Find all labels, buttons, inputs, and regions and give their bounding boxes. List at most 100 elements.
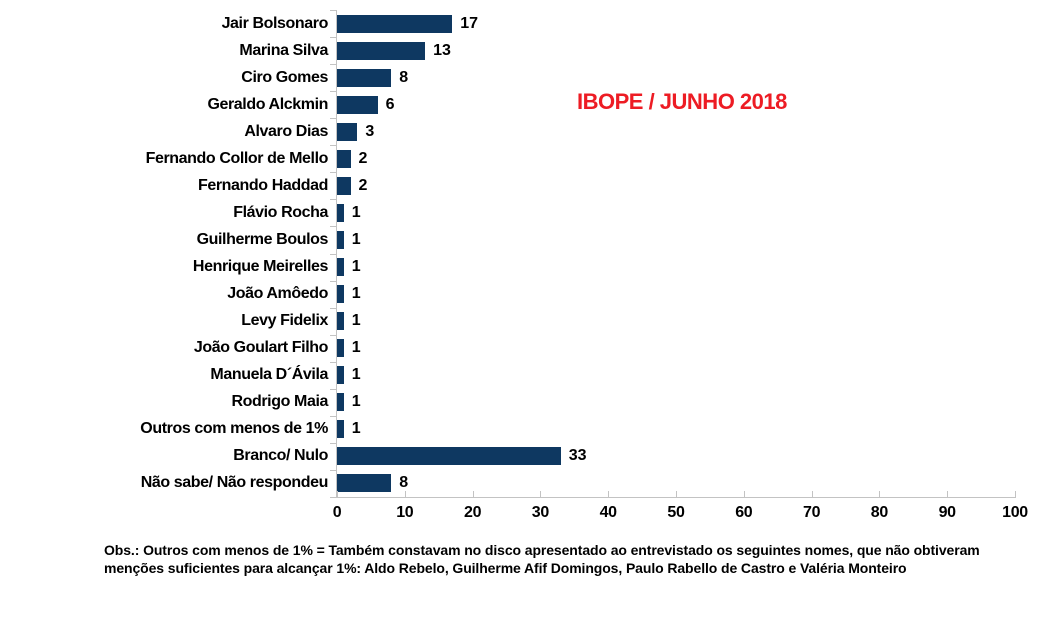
- value-label: 8: [399, 474, 409, 492]
- bar: [337, 339, 344, 358]
- y-axis-tick: [330, 118, 337, 120]
- value-label: 1: [351, 312, 361, 330]
- bar: [337, 68, 392, 87]
- y-axis-tick: [330, 415, 337, 417]
- value-label: 1: [351, 285, 361, 303]
- bar: [337, 312, 344, 331]
- x-axis-tick: [540, 491, 542, 497]
- x-axis-line: [336, 497, 1016, 498]
- footer-note: Obs.: Outros com menos de 1% = Também co…: [104, 542, 980, 576]
- y-axis-tick: [330, 388, 337, 390]
- x-axis-tick: [811, 491, 813, 497]
- category-label: Alvaro Dias: [244, 122, 328, 140]
- y-axis-tick: [330, 442, 337, 444]
- value-label: 2: [358, 176, 368, 194]
- bar: [337, 203, 344, 222]
- y-axis-tick: [330, 172, 337, 174]
- category-label: Outros com menos de 1%: [140, 420, 328, 438]
- chart-annotation: IBOPE / JUNHO 2018: [577, 89, 787, 114]
- y-axis-tick: [330, 469, 337, 471]
- x-axis-tick: [337, 491, 338, 497]
- y-axis-tick: [330, 307, 337, 309]
- category-label: Branco/ Nulo: [233, 447, 328, 465]
- value-label: 1: [351, 258, 361, 276]
- y-axis-tick: [330, 145, 337, 147]
- bar: [337, 122, 358, 141]
- value-label: 1: [351, 230, 361, 248]
- category-label: João Amôedo: [227, 285, 328, 303]
- value-label: 1: [351, 203, 361, 221]
- x-axis-tick: [1015, 491, 1016, 497]
- y-axis-tick: [330, 226, 337, 228]
- x-tick-label: 30: [531, 504, 550, 521]
- x-axis-tick: [404, 491, 406, 497]
- bar: [337, 285, 344, 304]
- value-label: 1: [351, 339, 361, 357]
- category-label: Jair Bolsonaro: [221, 14, 329, 32]
- bar: [337, 176, 351, 195]
- bar: [337, 149, 351, 168]
- x-tick-label: 50: [667, 504, 685, 521]
- x-tick-label: 0: [332, 504, 342, 521]
- category-label: João Goulart Filho: [193, 339, 329, 357]
- category-label: Marina Silva: [239, 41, 328, 59]
- x-tick-label: 20: [463, 504, 482, 521]
- y-axis-tick: [330, 199, 337, 201]
- x-tick-label: 40: [599, 504, 618, 521]
- value-label: 13: [433, 41, 451, 59]
- y-axis-tick: [330, 37, 337, 39]
- x-tick-label: 70: [802, 504, 821, 521]
- category-label: Henrique Meirelles: [192, 258, 328, 276]
- x-tick-label: 10: [396, 504, 414, 521]
- bar: [337, 95, 378, 114]
- y-axis-tick: [330, 361, 337, 363]
- value-label: 33: [568, 447, 587, 465]
- category-label: Flávio Rocha: [233, 203, 328, 221]
- category-label: Rodrigo Maia: [231, 393, 328, 411]
- category-label: Fernando Haddad: [197, 176, 328, 194]
- bar: [337, 366, 344, 385]
- category-label: Manuela D´Ávila: [210, 366, 328, 384]
- bar: [337, 447, 561, 466]
- x-tick-label: 90: [938, 504, 957, 521]
- x-axis-tick: [608, 491, 610, 497]
- y-axis-tick: [330, 64, 337, 66]
- value-label: 6: [385, 95, 395, 113]
- value-label: 8: [399, 68, 409, 86]
- bar: [337, 474, 392, 493]
- value-label: 1: [351, 393, 361, 411]
- category-label: Levy Fidelix: [241, 312, 328, 330]
- y-axis-tick: [330, 334, 337, 336]
- bar: [337, 258, 344, 277]
- y-axis-tick: [330, 253, 337, 255]
- category-label: Guilherme Boulos: [196, 230, 329, 248]
- bar: [337, 230, 344, 249]
- x-axis-tick: [472, 491, 474, 497]
- x-axis-tick: [879, 491, 881, 497]
- y-axis-tick: [330, 280, 337, 282]
- value-label: 1: [351, 420, 361, 438]
- category-label: Não sabe/ Não respondeu: [140, 474, 329, 492]
- bar: [337, 420, 344, 439]
- x-tick-label: 60: [735, 504, 753, 521]
- value-label: 3: [365, 122, 375, 140]
- category-label: Ciro Gomes: [241, 68, 328, 86]
- x-tick-label: 100: [1002, 504, 1028, 521]
- y-axis-line: [336, 10, 337, 498]
- x-axis-tick: [743, 491, 745, 497]
- bar: [337, 41, 426, 60]
- x-tick-label: 80: [870, 504, 889, 521]
- category-label: Geraldo Alckmin: [207, 95, 328, 113]
- x-axis-tick: [947, 491, 949, 497]
- bar: [337, 14, 453, 33]
- value-label: 2: [358, 149, 368, 167]
- category-label: Fernando Collor de Mello: [145, 149, 329, 167]
- bar: [337, 393, 344, 412]
- y-axis-tick: [330, 497, 337, 498]
- x-axis-tick: [676, 491, 677, 497]
- value-label: 17: [460, 14, 479, 32]
- y-axis-tick: [330, 10, 337, 11]
- value-label: 1: [351, 366, 361, 384]
- y-axis-tick: [330, 91, 337, 93]
